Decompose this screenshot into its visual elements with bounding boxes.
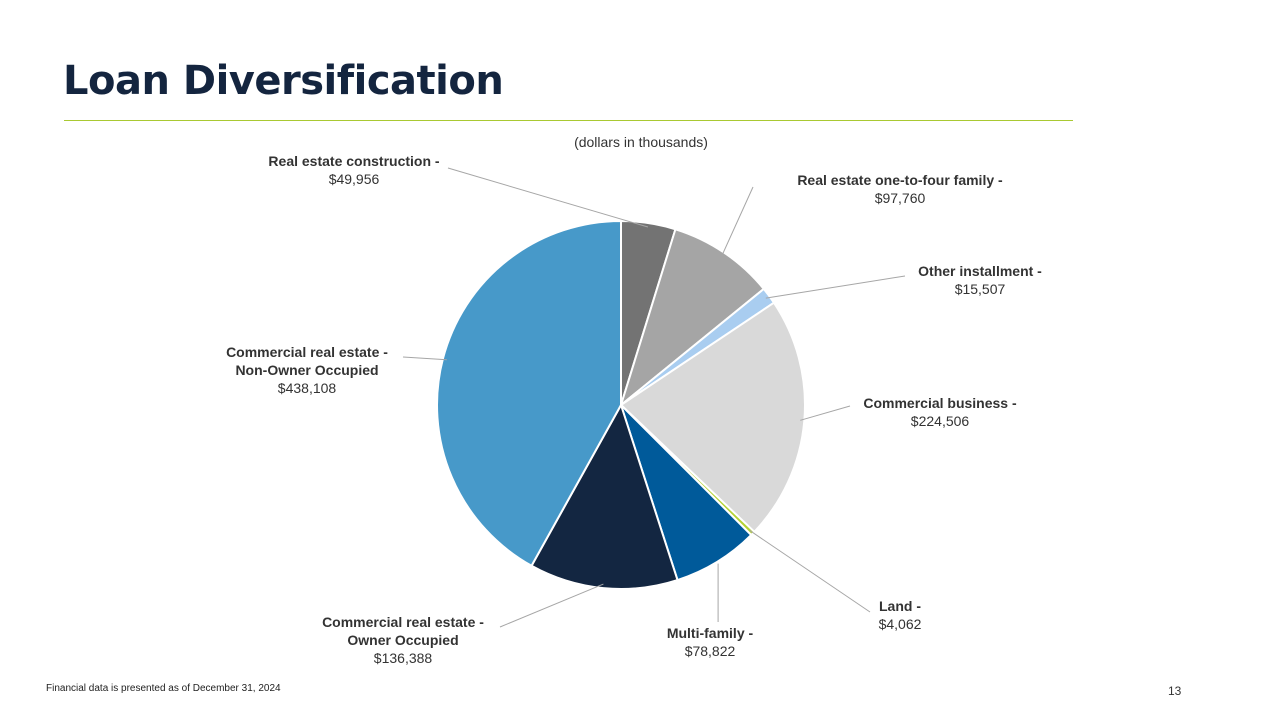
label-name: Commercial business - <box>863 395 1017 411</box>
pie-slice-commercial-real-estate-non-owner-occupied <box>436 220 622 567</box>
label-cre-owner-occupied: Commercial real estate - Owner Occupied … <box>288 613 518 667</box>
leader-line-land <box>749 530 871 613</box>
label-value: $78,822 <box>684 643 736 659</box>
label-commercial-business: Commercial business - $224,506 <box>835 394 1045 430</box>
label-value: $224,506 <box>910 413 970 429</box>
label-real-estate-construction: Real estate construction - $49,956 <box>234 152 474 188</box>
label-value: $15,507 <box>954 281 1006 297</box>
leader-line-commercial-real-estate-owner-occupied <box>499 583 604 628</box>
label-value: $4,062 <box>878 616 922 632</box>
label-multi-family: Multi-family - $78,822 <box>630 624 790 660</box>
leader-line-other-installment <box>765 275 906 299</box>
leader-line-real-estate-construction <box>447 167 649 228</box>
chart-subtitle: (dollars in thousands) <box>574 134 708 150</box>
leader-line-real-estate-one-to-four-family <box>721 186 754 257</box>
label-other-installment: Other installment - $15,507 <box>885 262 1075 298</box>
pie-slice-commercial-real-estate-owner-occupied <box>530 404 679 590</box>
footnote: Financial data is presented as of Decemb… <box>46 683 281 694</box>
label-value: $136,388 <box>373 650 433 666</box>
label-name-line-1: Commercial real estate - <box>226 344 388 360</box>
leader-line-commercial-business <box>800 405 851 421</box>
label-name: Real estate construction - <box>268 153 440 169</box>
label-real-estate-one-to-four-family: Real estate one-to-four family - $97,760 <box>760 171 1040 207</box>
pie-slice-real-estate-one-to-four-family <box>620 228 765 406</box>
label-land: Land - $4,062 <box>850 597 950 633</box>
label-value: $97,760 <box>874 190 926 206</box>
title-divider <box>64 120 1073 121</box>
label-name-line-1: Commercial real estate - <box>322 614 484 630</box>
label-name: Land - <box>879 598 921 614</box>
leader-line-commercial-real-estate-non-owner-occupied <box>402 356 447 361</box>
label-name-line-2: Non-Owner Occupied <box>235 362 379 378</box>
label-name: Real estate one-to-four family - <box>797 172 1003 188</box>
page-title: Loan Diversification <box>63 58 504 104</box>
label-name: Other installment - <box>918 263 1042 279</box>
label-name: Multi-family - <box>666 625 754 641</box>
pie-slice-commercial-business <box>620 301 806 533</box>
label-cre-non-owner-occupied: Commercial real estate - Non-Owner Occup… <box>192 343 422 397</box>
label-name-line-2: Owner Occupied <box>347 632 459 648</box>
page-number: 13 <box>1168 684 1182 698</box>
label-value: $438,108 <box>277 380 337 396</box>
label-value: $49,956 <box>328 171 380 187</box>
